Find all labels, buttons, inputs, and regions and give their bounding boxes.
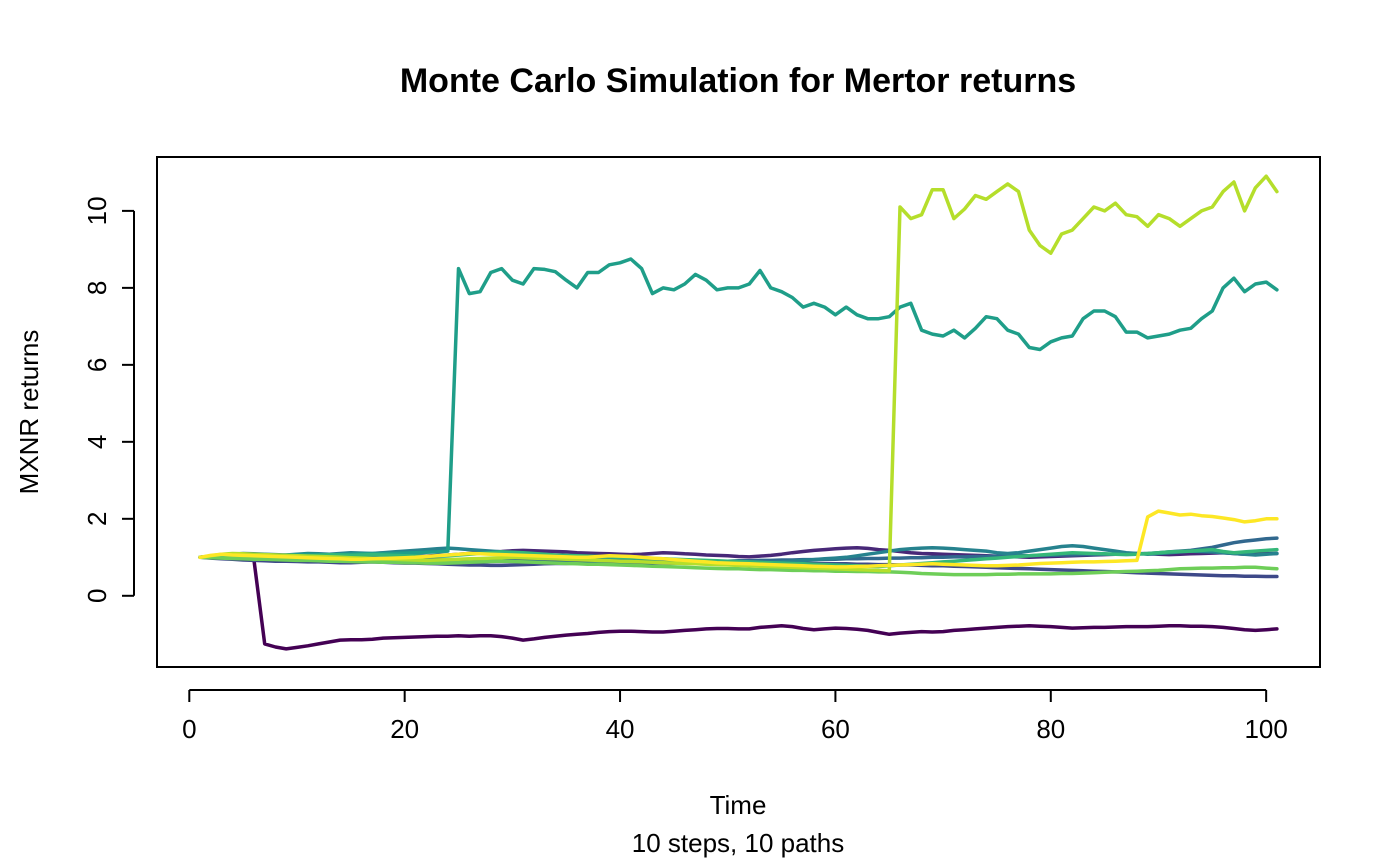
x-tick-label-100: 100 bbox=[1244, 714, 1287, 744]
y-tick-label-2: 2 bbox=[82, 512, 112, 526]
y-tick-label-4: 4 bbox=[82, 435, 112, 449]
series-layer bbox=[198, 174, 1279, 651]
plot-frame bbox=[156, 156, 1321, 668]
series-line-9 bbox=[198, 174, 1279, 573]
y-tick-label-10: 10 bbox=[82, 196, 112, 225]
chart-title: Monte Carlo Simulation for Mertor return… bbox=[400, 62, 1076, 100]
series-line-6 bbox=[198, 257, 1279, 560]
y-axis-label: MXNR returns bbox=[14, 330, 44, 495]
x-tick-label-40: 40 bbox=[606, 714, 635, 744]
y-tick-label-6: 6 bbox=[82, 358, 112, 372]
series-line-8 bbox=[198, 555, 1279, 577]
series-line-1 bbox=[198, 555, 1279, 651]
x-tick-label-60: 60 bbox=[821, 714, 850, 744]
y-tick-label-8: 8 bbox=[82, 281, 112, 295]
series-line-7 bbox=[198, 547, 1279, 569]
x-tick-label-20: 20 bbox=[390, 714, 419, 744]
x-tick-label-0: 0 bbox=[182, 714, 196, 744]
x-axis-subtitle: 10 steps, 10 paths bbox=[632, 828, 844, 858]
y-tick-label-0: 0 bbox=[82, 589, 112, 603]
x-axis: 0 20 40 60 80 100 bbox=[182, 689, 1288, 744]
series-line-10 bbox=[198, 509, 1279, 569]
x-tick-label-80: 80 bbox=[1036, 714, 1065, 744]
x-axis-label: Time bbox=[710, 790, 767, 820]
y-axis: 0 2 4 6 8 10 bbox=[82, 196, 135, 603]
